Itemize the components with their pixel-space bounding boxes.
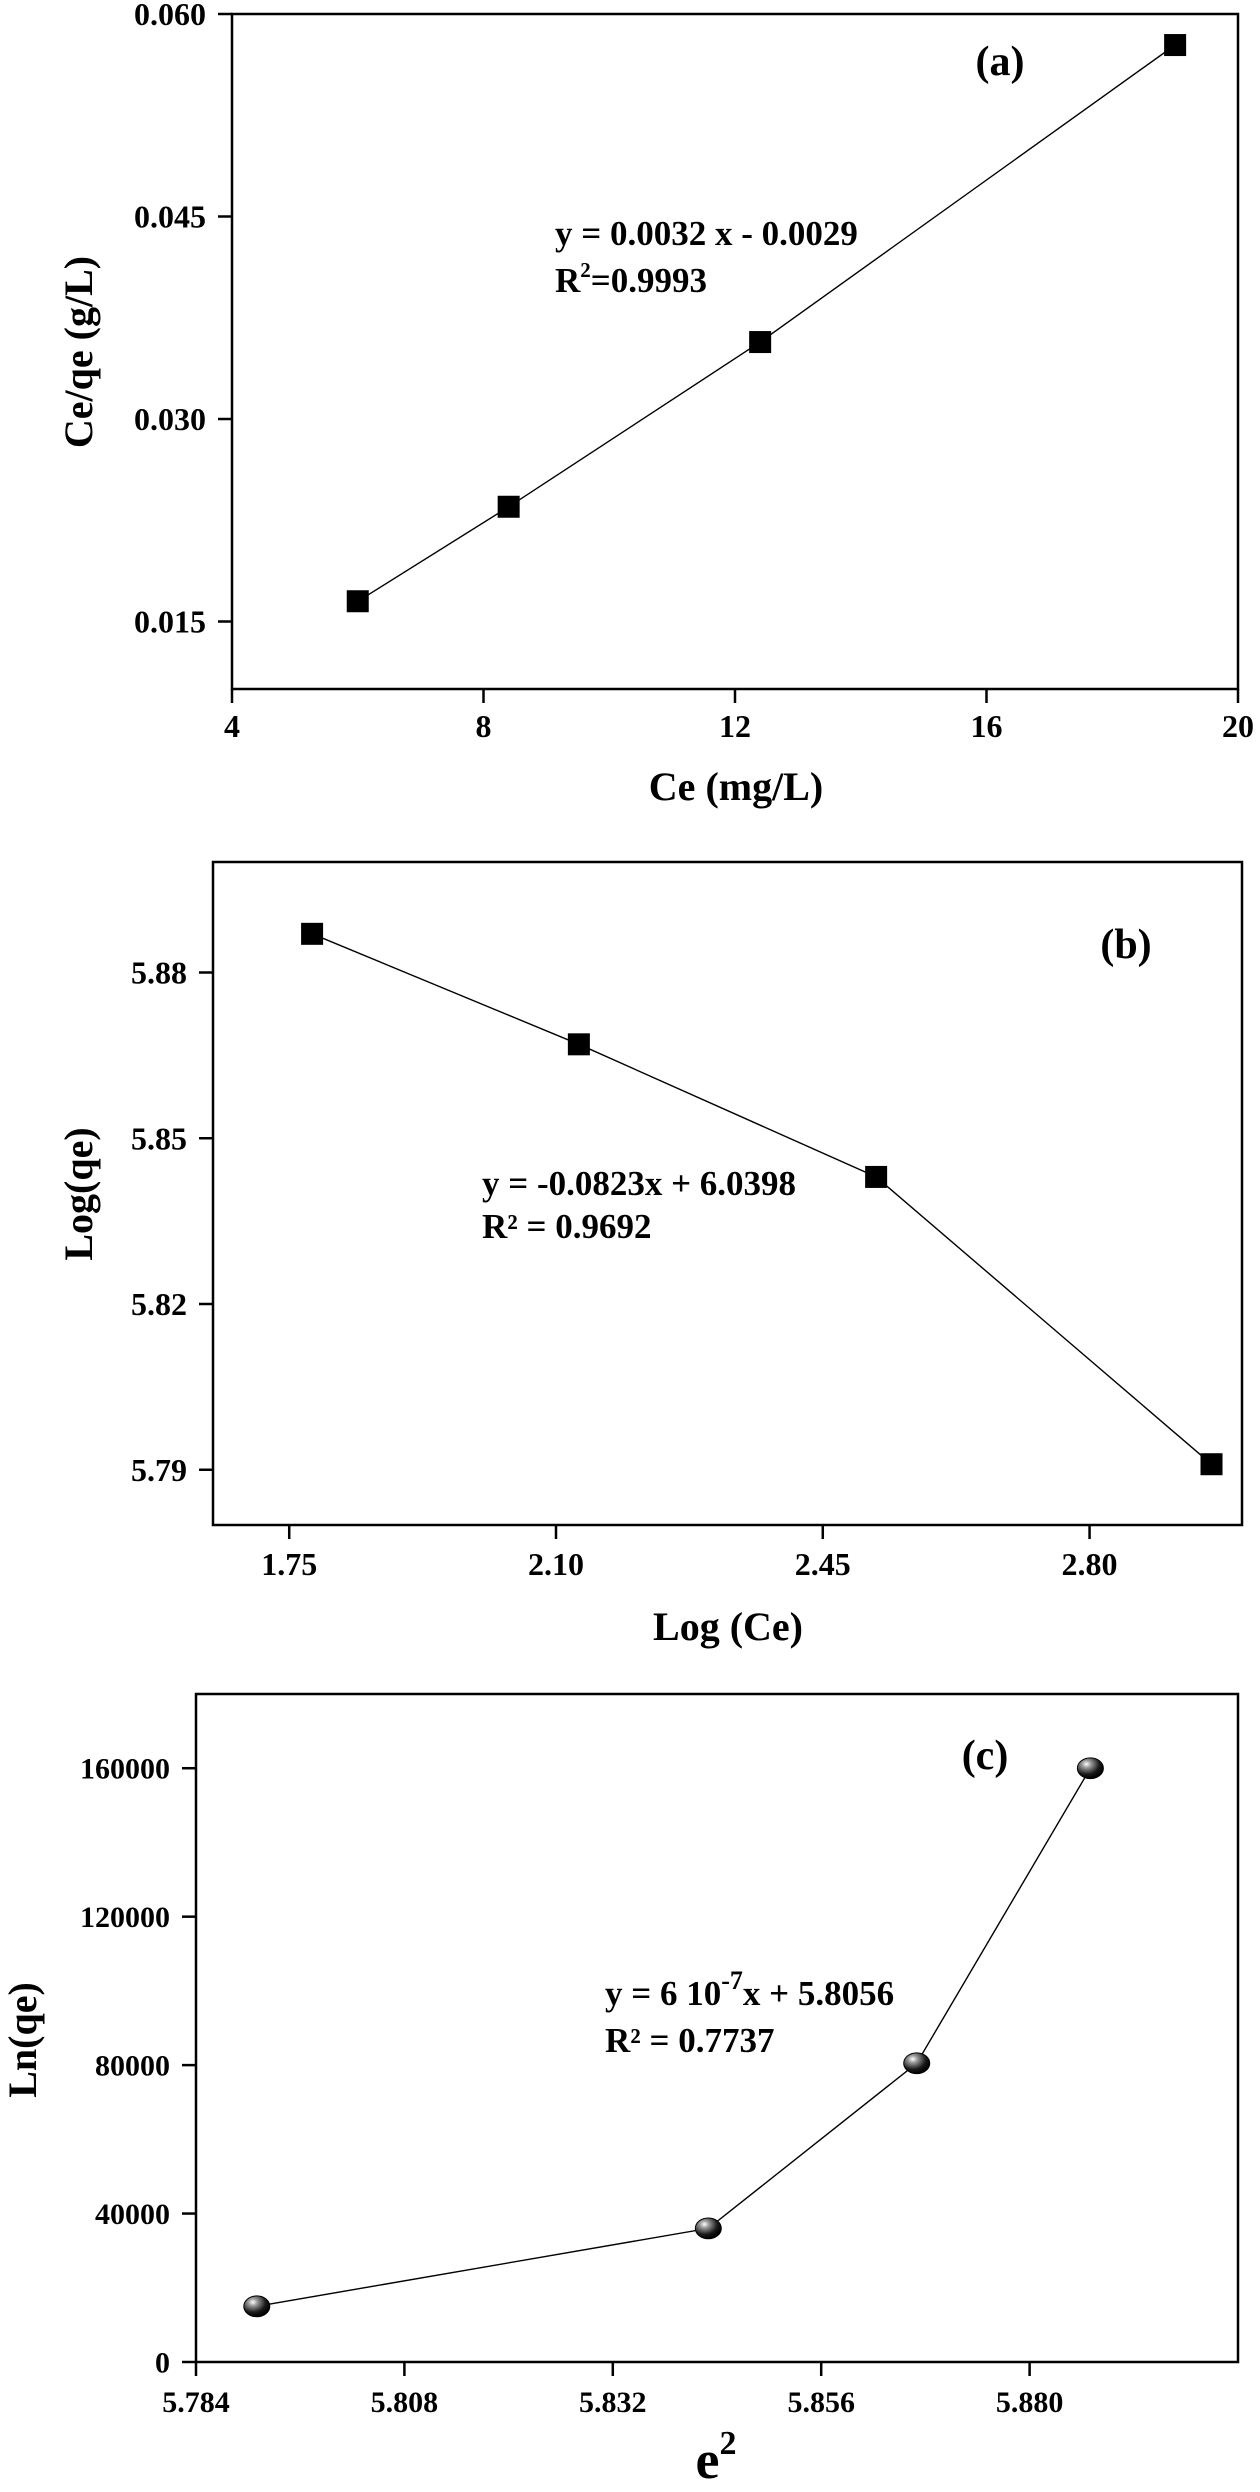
panel-label-b: (b) <box>1100 922 1151 968</box>
y-tick-label: 5.88 <box>131 955 187 991</box>
x-tick-labels-a: 4 8 12 16 20 <box>224 708 1254 744</box>
series-line-a <box>357 44 1176 602</box>
x-axis-label-a: Ce (mg/L) <box>649 764 823 809</box>
data-point-sphere <box>903 2052 931 2075</box>
plot-frame-b <box>211 860 1244 1527</box>
equation-b: y = -0.0823x + 6.0398 <box>482 1164 796 1203</box>
data-point-square <box>1200 1453 1223 1476</box>
equation-c: y = 6 10-7x + 5.8056 <box>605 1966 894 2013</box>
y-tick-label: 40000 <box>95 2198 170 2231</box>
data-points-c <box>243 1757 1104 2318</box>
x-tick-label: 5.880 <box>996 2386 1064 2419</box>
x-tick-label: 5.784 <box>162 2386 230 2419</box>
data-points-b <box>301 922 1223 1476</box>
r-squared-c: R² = 0.7737 <box>605 2021 774 2060</box>
y-axis-label-a: Ce/qe (g/L) <box>56 256 101 448</box>
x-tick-label: 4 <box>224 708 240 744</box>
data-point-square <box>497 495 520 518</box>
x-tick-labels-b: 1.75 2.10 2.45 2.80 <box>261 1546 1117 1582</box>
x-tick-label: 16 <box>971 708 1003 744</box>
x-tick-label: 5.808 <box>371 2386 439 2419</box>
y-tick-label: 0.015 <box>134 604 206 640</box>
y-tick-label: 160000 <box>80 1753 170 1786</box>
x-tick-labels-c: 5.784 5.808 5.832 5.856 5.880 <box>162 2386 1063 2419</box>
y-tick-label: 5.85 <box>131 1120 187 1156</box>
r-squared-b: R² = 0.9692 <box>482 1207 651 1246</box>
x-tick-label: 5.832 <box>579 2386 647 2419</box>
y-tick-label: 0.030 <box>134 401 206 437</box>
tick-marks-a <box>218 12 1240 703</box>
y-tick-label: 5.82 <box>131 1286 187 1322</box>
x-axis-label-c: e2 <box>696 2425 737 2490</box>
panel-label-c: (c) <box>962 1733 1009 1779</box>
data-point-square <box>301 922 324 945</box>
y-tick-labels-a: 0.015 0.030 0.045 0.060 <box>134 0 206 640</box>
y-tick-labels-b: 5.79 5.82 5.85 5.88 <box>131 955 187 1488</box>
series-line-b <box>311 933 1212 1465</box>
chart-panel-c: 5.784 5.808 5.832 5.856 5.880 0 40000 80000 120… <box>0 1692 1240 2490</box>
equation-a: y = 0.0032 x - 0.0029 <box>555 214 858 253</box>
chart-panel-b: 1.75 2.10 2.45 2.80 5.79 5.82 5.85 5.88 (b) y … <box>56 860 1244 1649</box>
y-axis-label-b: Log(qe) <box>56 1127 101 1260</box>
data-point-sphere <box>243 2295 271 2318</box>
y-tick-label: 0.045 <box>134 199 206 235</box>
panel-label-a: (a) <box>976 39 1025 85</box>
chart-panel-a: 4 8 12 16 20 0.015 0.030 0.045 0.060 (a) y = 0.… <box>56 0 1254 809</box>
y-tick-label: 120000 <box>80 1901 170 1934</box>
y-tick-label: 0 <box>155 2347 170 2380</box>
y-tick-label: 80000 <box>95 2050 170 2083</box>
x-tick-label: 8 <box>476 708 492 744</box>
data-point-square <box>1164 34 1187 57</box>
data-point-sphere <box>1076 1757 1104 1780</box>
tick-marks-c <box>182 1766 1031 2376</box>
plot-frame-a <box>230 12 1240 691</box>
x-tick-label: 2.45 <box>795 1546 851 1582</box>
y-tick-label: 0.060 <box>134 0 206 32</box>
data-point-square <box>346 590 369 613</box>
x-tick-label: 12 <box>719 708 751 744</box>
x-tick-label: 2.80 <box>1062 1546 1118 1582</box>
x-axis-label-b: Log (Ce) <box>653 1604 803 1649</box>
data-points-a <box>346 34 1187 613</box>
y-tick-labels-c: 0 40000 80000 120000 160000 <box>80 1753 170 2380</box>
tick-marks-b <box>199 971 1091 1539</box>
series-line-c <box>256 1767 1092 2307</box>
plot-frame-c <box>194 1692 1240 2364</box>
data-point-square <box>865 1165 888 1188</box>
data-point-square <box>567 1033 590 1056</box>
data-point-sphere <box>694 2217 722 2240</box>
x-tick-label: 5.856 <box>787 2386 855 2419</box>
r-squared-a: R2=0.9993 <box>555 258 707 300</box>
y-axis-label-c: Ln(qe) <box>0 1982 45 2098</box>
x-tick-label: 20 <box>1222 708 1254 744</box>
y-tick-label: 5.79 <box>131 1452 187 1488</box>
data-point-square <box>749 331 772 354</box>
x-tick-label: 2.10 <box>528 1546 584 1582</box>
x-tick-label: 1.75 <box>261 1546 317 1582</box>
